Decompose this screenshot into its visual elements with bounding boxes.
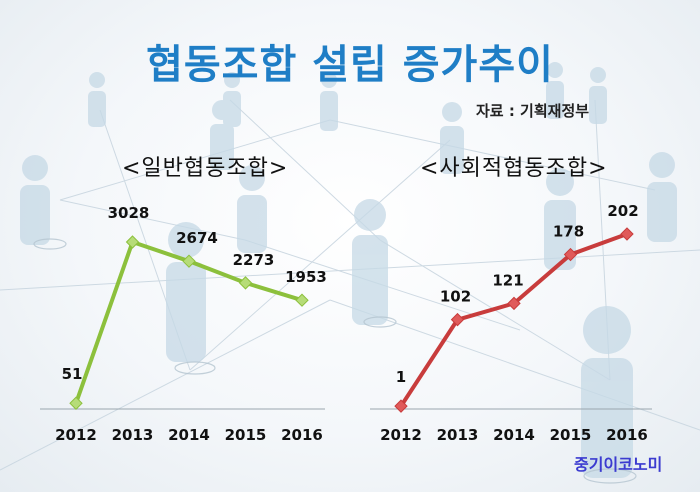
x-tick-label: 2013 bbox=[437, 426, 479, 444]
x-tick-label: 2016 bbox=[281, 426, 323, 444]
data-point-marker bbox=[450, 312, 465, 327]
data-label: 2273 bbox=[233, 251, 275, 269]
chart-general-cooperatives: 51 3028 2674 2273 1953 2012 2013 2014 2015 2016 bbox=[40, 204, 327, 444]
data-point-marker bbox=[238, 276, 253, 290]
chart-title-general: <일반협동조합> bbox=[122, 156, 289, 181]
series-line bbox=[399, 232, 628, 408]
x-tick-label: 2014 bbox=[168, 426, 210, 444]
data-label: 3028 bbox=[108, 204, 150, 222]
data-label: 178 bbox=[553, 223, 584, 241]
data-point-marker bbox=[125, 235, 140, 249]
x-tick-label: 2012 bbox=[380, 426, 422, 444]
chart-social-cooperatives: 1 102 121 178 202 2012 2013 2014 2015 2016 bbox=[370, 202, 652, 444]
chart-title-social: <사회적협동조합> bbox=[420, 156, 608, 181]
data-point-marker bbox=[620, 227, 634, 241]
data-label: 1 bbox=[396, 368, 406, 386]
x-tick-label: 2013 bbox=[112, 426, 154, 444]
data-point-marker bbox=[563, 247, 578, 262]
source-note: 자료 : 기획재정부 bbox=[476, 102, 590, 120]
data-point-marker bbox=[69, 396, 83, 410]
x-tick-label: 2015 bbox=[225, 426, 267, 444]
data-label: 51 bbox=[62, 365, 83, 383]
data-point-marker bbox=[394, 399, 408, 413]
x-tick-label: 2016 bbox=[606, 426, 648, 444]
data-label: 102 bbox=[440, 288, 471, 306]
data-point-marker bbox=[507, 296, 521, 311]
data-label: 121 bbox=[492, 271, 523, 289]
data-point-marker bbox=[295, 293, 309, 307]
x-tick-label: 2014 bbox=[493, 426, 535, 444]
data-label: 2674 bbox=[176, 229, 218, 247]
x-tick-label: 2012 bbox=[55, 426, 97, 444]
x-tick-label: 2015 bbox=[550, 426, 592, 444]
data-point-marker bbox=[182, 254, 196, 268]
data-label: 1953 bbox=[285, 268, 327, 286]
page-title: 협동조합 설립 증가추이 bbox=[146, 42, 554, 88]
brand-logo-text: 중기이코노미 bbox=[574, 455, 663, 474]
data-label: 202 bbox=[607, 202, 638, 220]
